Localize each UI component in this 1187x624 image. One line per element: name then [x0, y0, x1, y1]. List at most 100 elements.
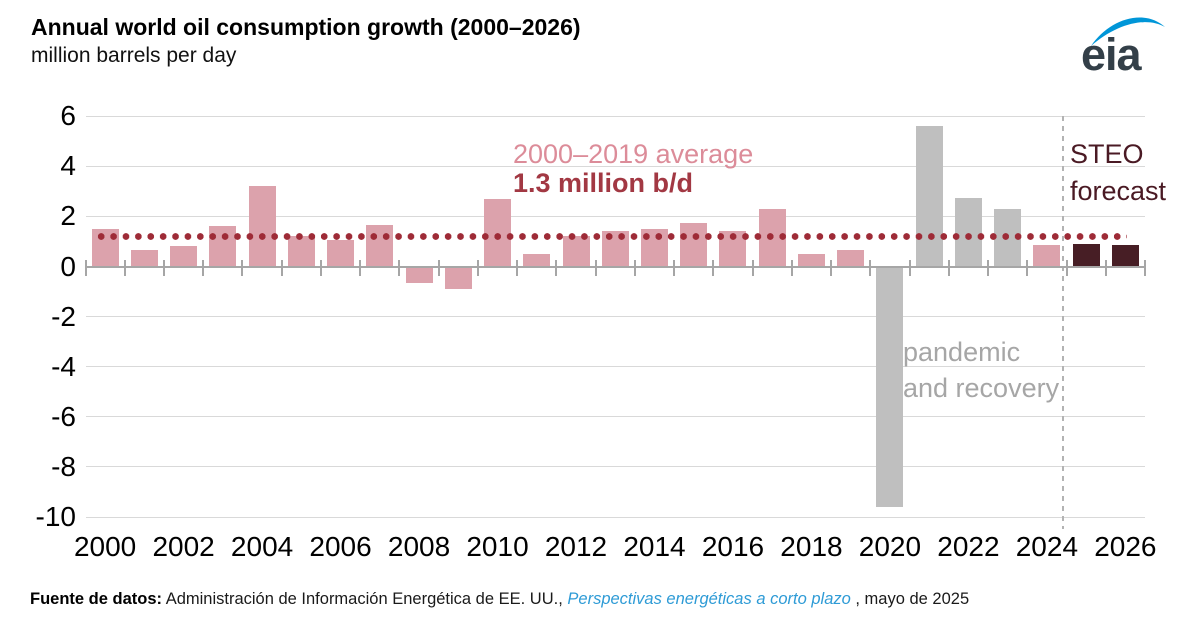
axis-tick: [790, 260, 793, 276]
x-axis-label-2004: 2004: [230, 531, 294, 562]
x-axis-label-2012: 2012: [544, 531, 608, 562]
axis-tick: [123, 260, 126, 276]
bar-2019: [837, 250, 865, 267]
x-axis-label-2026: 2026: [1094, 531, 1157, 562]
pandemic-annotation-line1: pandemic: [903, 337, 1021, 367]
bar-2001: [130, 250, 158, 267]
steo-forecast-line2: forecast: [1070, 176, 1167, 206]
bar-2011: [523, 253, 551, 267]
average-line-value-label: 1.3 million b/d: [513, 168, 694, 198]
gridline--10: [85, 516, 1145, 518]
y-axis-label-6: 6: [60, 100, 76, 132]
eia-logo: eia: [1081, 12, 1167, 82]
x-axis-label-2014: 2014: [623, 531, 686, 562]
axis-tick: [751, 260, 754, 276]
gridline-4: [85, 165, 1145, 167]
x-axis-label-2020: 2020: [858, 531, 922, 562]
bar-2020: [876, 266, 904, 508]
x-axis-label-2018: 2018: [780, 531, 843, 562]
bar-2004: [248, 186, 276, 267]
y-axis-label--2: -2: [51, 300, 76, 332]
average-dotted-line: [95, 233, 1127, 240]
axis-tick: [594, 260, 597, 276]
y-axis-label--4: -4: [51, 350, 76, 382]
bar-2002: [170, 246, 198, 267]
y-axis-label--8: -8: [51, 450, 76, 482]
pandemic-annotation-line2: and recovery: [903, 373, 1060, 403]
source-link[interactable]: Perspectivas energéticas a corto plazo: [567, 590, 851, 608]
bar-2024: [1033, 245, 1061, 267]
gridline--2: [85, 316, 1145, 318]
bar-2008: [405, 266, 433, 283]
forecast-divider-line: [1062, 116, 1064, 529]
axis-tick: [712, 260, 715, 276]
bar-2018: [797, 253, 825, 267]
page-title: Annual world oil consumption growth (200…: [31, 14, 581, 40]
y-axis-label--10: -10: [35, 501, 76, 533]
axis-tick: [162, 260, 165, 276]
bar-2026: [1111, 245, 1139, 267]
bar-2015: [680, 222, 708, 267]
steo-forecast-annotation: STEO forecast: [1070, 136, 1166, 210]
gridline--6: [85, 416, 1145, 418]
source-suffix: , mayo de 2025: [850, 590, 970, 608]
x-axis-label-2010: 2010: [466, 531, 529, 562]
axis-tick: [398, 260, 401, 276]
axis-tick: [202, 260, 205, 276]
source-label: Fuente de datos:: [30, 590, 163, 608]
x-axis-label-2008: 2008: [387, 531, 451, 562]
y-axis-label-0: 0: [60, 250, 76, 282]
axis-tick: [987, 260, 990, 276]
axis-tick: [1104, 260, 1107, 276]
x-axis-label-2024: 2024: [1015, 531, 1079, 562]
axis-tick: [359, 260, 362, 276]
eia-logo-text: eia: [1081, 29, 1142, 80]
y-axis-label-4: 4: [60, 150, 76, 182]
axis-tick: [476, 260, 479, 276]
axis-tick: [947, 260, 950, 276]
axis-tick: [241, 260, 244, 276]
x-axis-label-2016: 2016: [701, 531, 765, 562]
bar-2009: [444, 266, 472, 290]
axis-tick: [319, 260, 322, 276]
bar-2005: [287, 236, 315, 267]
average-line-label: 2000–2019 average: [513, 139, 754, 169]
steo-forecast-line1: STEO: [1070, 139, 1144, 169]
x-axis-label-2000: 2000: [73, 531, 137, 562]
axis-tick: [516, 260, 519, 276]
axis-tick: [633, 260, 636, 276]
bar-2010: [484, 198, 512, 267]
bar-2022: [954, 197, 982, 267]
page-subtitle: million barrels per day: [31, 44, 237, 67]
axis-tick: [1144, 260, 1146, 276]
gridline--4: [85, 366, 1145, 368]
bar-2007: [366, 225, 394, 267]
axis-tick: [280, 260, 283, 276]
x-axis-label-2006: 2006: [309, 531, 372, 562]
axis-tick: [830, 260, 833, 276]
pandemic-annotation: pandemic and recovery: [903, 334, 1059, 406]
x-axis-label-2002: 2002: [152, 531, 215, 562]
source-footer: Fuente de datos: Administración de Infor…: [30, 590, 969, 609]
axis-tick: [555, 260, 558, 276]
bar-2021: [915, 126, 943, 267]
axis-tick: [908, 260, 911, 276]
bar-2025: [1072, 243, 1100, 267]
zero-axis-line: [85, 265, 1145, 268]
source-text: Administración de Información Energética…: [162, 590, 568, 608]
gridline-2: [85, 215, 1145, 217]
axis-tick: [84, 260, 87, 276]
y-axis-label--6: -6: [51, 400, 76, 432]
axis-tick: [673, 260, 676, 276]
bar-2012: [562, 236, 590, 267]
axis-tick: [869, 260, 872, 276]
eia-swoosh-icon: [1089, 12, 1167, 57]
gridline-6: [85, 115, 1145, 117]
axis-tick: [437, 260, 440, 276]
bar-2006: [327, 240, 355, 267]
gridline--8: [85, 466, 1145, 468]
axis-tick: [1026, 260, 1029, 276]
x-axis-label-2022: 2022: [937, 531, 1000, 562]
